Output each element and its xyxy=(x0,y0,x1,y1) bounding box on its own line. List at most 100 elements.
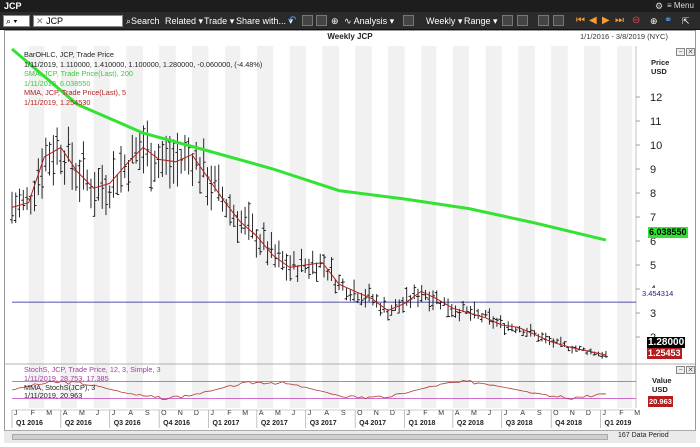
window-title: JCP xyxy=(4,1,22,11)
line-chart-icon[interactable] xyxy=(517,15,528,27)
lower-axis-title: Value USD xyxy=(652,376,672,394)
month-shade xyxy=(617,46,633,408)
month-tick-label: A xyxy=(455,410,460,417)
share-label: Share with... xyxy=(236,16,287,26)
chart-type-icon[interactable] xyxy=(502,15,513,27)
search-icon: ⌕ xyxy=(6,16,12,26)
quarter-label: Q1 2019 xyxy=(605,420,632,427)
analysis-icon: ∿ xyxy=(344,16,352,26)
zoom-icon[interactable]: ⊖ xyxy=(632,15,641,26)
hline-value-badge: 3.454314 xyxy=(641,288,675,299)
undo-icon[interactable]: ↶ xyxy=(288,15,297,26)
month-shade xyxy=(551,46,568,408)
scroll-left-icon[interactable]: ◀ xyxy=(589,15,597,26)
last-price-badge: 1.28000 xyxy=(647,337,686,348)
save-icon[interactable] xyxy=(316,15,327,27)
symbol-input[interactable]: ✕ JCP xyxy=(33,15,123,27)
price-tick-label: 9 xyxy=(650,164,656,176)
price-axis-unit: USD xyxy=(651,67,667,76)
month-tick-label: A xyxy=(324,410,329,417)
lower-close-icon[interactable]: ✕ xyxy=(686,366,695,374)
month-shade xyxy=(355,46,372,408)
price-axis-title: Price USD xyxy=(651,58,669,76)
month-tick-label: F xyxy=(227,410,231,417)
month-tick-label: A xyxy=(128,410,133,417)
month-tick-label: D xyxy=(390,410,395,417)
bar-chart-icon[interactable] xyxy=(538,15,549,27)
minimize-icon[interactable]: − xyxy=(676,48,685,56)
analysis-label: Analysis xyxy=(353,16,388,26)
price-tick-label: 3 xyxy=(650,308,656,320)
month-tick-label: S xyxy=(537,410,542,417)
chart-title: Weekly JCP xyxy=(327,32,373,41)
interval-dropdown[interactable]: Weekly ▾ xyxy=(426,16,463,26)
menu-button[interactable]: ≡ Menu xyxy=(667,1,694,10)
analysis-button[interactable]: ∿ Analysis ▾ xyxy=(344,16,395,26)
lookup-dropdown[interactable]: ⌕ ▾ xyxy=(3,15,30,27)
share-button[interactable]: Share with... ▾ xyxy=(236,16,294,26)
draw-icon[interactable] xyxy=(403,15,414,27)
quarter-label: Q2 2016 xyxy=(65,420,92,427)
related-button[interactable]: Related ▾ xyxy=(165,16,204,26)
month-shade xyxy=(518,46,536,408)
lower-axis-unit: USD xyxy=(652,385,668,394)
popout-icon[interactable]: ⇱ xyxy=(682,16,690,26)
price-tick-label: 11 xyxy=(650,116,661,128)
price-tick-label: 8 xyxy=(650,188,656,200)
search-button[interactable]: ⌕Search xyxy=(126,15,160,27)
scroll-right-icon[interactable]: ▶ xyxy=(602,15,610,26)
month-tick-label: A xyxy=(63,410,68,417)
quarter-label: Q2 2018 xyxy=(457,420,484,427)
quarter-label: Q1 2018 xyxy=(409,420,436,427)
scroll-start-icon[interactable]: ⏮ xyxy=(576,15,585,26)
scroll-end-icon[interactable]: ⏭ xyxy=(615,15,624,26)
zoom-in-icon[interactable]: ⊕ xyxy=(650,16,658,26)
month-tick-label: D xyxy=(194,410,199,417)
month-shade xyxy=(126,46,144,408)
link-icon[interactable]: ⚭ xyxy=(664,15,673,26)
month-tick-label: M xyxy=(471,410,477,417)
month-tick-label: F xyxy=(31,410,35,417)
weekly-label: Weekly xyxy=(426,16,456,26)
month-tick-label: O xyxy=(161,410,167,417)
trade-button[interactable]: Trade ▾ xyxy=(204,16,235,26)
month-tick-label: J xyxy=(96,410,100,417)
title-bar: JCP ⚙ ≡ Menu xyxy=(0,0,700,12)
month-tick-label: O xyxy=(553,410,559,417)
stoch-legend-title: StochS, JCP, Trade Price, 12, 3, Simple,… xyxy=(24,365,161,374)
time-scrollbar[interactable] xyxy=(12,434,608,440)
close-icon[interactable]: ✕ xyxy=(686,48,695,56)
trade-label: Trade xyxy=(204,16,228,26)
lower-minimize-icon[interactable]: − xyxy=(676,366,685,374)
month-tick-label: J xyxy=(292,410,296,417)
symbol-value: JCP xyxy=(46,16,64,26)
month-tick-label: A xyxy=(259,410,264,417)
data-period-label: 167 Data Period xyxy=(618,432,669,439)
month-tick-label: F xyxy=(423,410,427,417)
quarter-label: Q3 2017 xyxy=(310,420,337,427)
menu-label: Menu xyxy=(673,1,694,10)
month-shade xyxy=(485,46,502,408)
quarter-label: Q1 2016 xyxy=(16,420,43,427)
date-range: 1/1/2016 - 3/8/2019 (NYC) xyxy=(580,32,668,41)
mma-5-line xyxy=(11,146,607,356)
month-tick-label: D xyxy=(586,410,591,417)
stoch-legend-values: 1/11/2019, 28.753, 17.385 xyxy=(24,373,109,383)
month-shade xyxy=(256,46,273,408)
range-dropdown[interactable]: Range ▾ xyxy=(464,16,498,26)
clear-icon[interactable]: ✕ xyxy=(36,16,44,26)
mma-value-badge: 1.25453 xyxy=(647,348,682,359)
gear-icon[interactable]: ⚙ xyxy=(655,1,664,11)
month-shade xyxy=(60,46,77,408)
crosshair-icon[interactable]: ⊕ xyxy=(331,16,339,26)
export-icon[interactable] xyxy=(553,15,564,27)
stoch-line xyxy=(11,379,606,400)
mma-legend-values: 1/11/2019, 1.254530 xyxy=(24,97,91,107)
month-tick-label: A xyxy=(520,410,525,417)
stoch-mma-legend-values: 1/11/2019, 20.963 xyxy=(24,391,83,401)
footer-bar: 167 Data Period xyxy=(4,430,696,443)
folder-icon[interactable] xyxy=(302,15,313,27)
month-tick-label: S xyxy=(145,410,150,417)
